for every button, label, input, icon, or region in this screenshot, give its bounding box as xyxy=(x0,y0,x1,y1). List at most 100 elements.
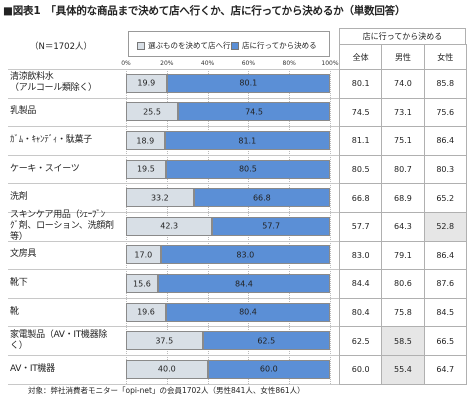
legend-label-decide-first: 選ぶものを決めて店へ行く xyxy=(148,41,238,50)
category-label-line: AV・IT機器 xyxy=(10,363,55,374)
table-column-header: 女性 xyxy=(423,44,467,70)
table-cell: 75.1 xyxy=(381,126,425,156)
row-divider xyxy=(8,269,466,271)
chart-title: ■図表1 「具体的な商品まで決めて店へ行くか、店に行ってから決めるか（単数回答） xyxy=(3,5,406,17)
table-cell: 64.3 xyxy=(381,212,425,242)
table-cell: 74.0 xyxy=(381,69,425,99)
category-label-line: ｶﾞﾑ・ｷｬﾝﾃﾞｨ・駄菓子 xyxy=(10,134,92,145)
table-cell: 84.4 xyxy=(339,269,383,299)
category-label-line: ｸﾞ剤、ローション、洗顔剤等） xyxy=(10,220,114,242)
bar-value-label: 15.6 xyxy=(133,279,151,288)
x-tick-label: 20% xyxy=(160,60,174,67)
category-label-line: スキンケア用品（ｼｪｰﾌﾞﾝ xyxy=(10,209,105,220)
category-label-line: 文房具 xyxy=(10,249,37,260)
table-cell: 81.1 xyxy=(339,126,383,156)
category-label: ｶﾞﾑ・ｷｬﾝﾃﾞｨ・駄菓子 xyxy=(10,126,122,155)
bar-value-label: 74.5 xyxy=(245,107,263,117)
legend-label-decide-in-store: 店に行ってから決める xyxy=(242,41,317,50)
bar-decide-first xyxy=(126,331,203,351)
bar-decide-in-store xyxy=(165,159,330,179)
category-label-line: 靴 xyxy=(10,306,19,317)
category-label: 靴 xyxy=(10,298,122,327)
bar-value-label: 84.4 xyxy=(235,279,253,288)
table-cell: 80.6 xyxy=(381,269,425,299)
bar-decide-first xyxy=(126,188,194,208)
bar-decide-first xyxy=(126,245,161,265)
table-cell: 52.8 xyxy=(423,212,467,242)
category-label: 清涼飲料水 （アルコール類除く） xyxy=(10,69,122,98)
category-label-line: 靴下 xyxy=(10,277,28,288)
bar-decide-first xyxy=(126,102,179,122)
table-cell: 75.8 xyxy=(381,297,425,328)
category-label-line: 洗剤 xyxy=(10,192,28,203)
legend: 選ぶものを決めて店へ行く 店に行ってから決める xyxy=(128,31,330,57)
table-group-header: 店に行ってから決める xyxy=(339,28,466,45)
table-cell: 66.8 xyxy=(339,183,383,213)
bar-decide-in-store xyxy=(164,131,330,150)
legend-swatch-decide-in-store xyxy=(231,41,239,50)
table-column-header: 男性 xyxy=(381,44,425,70)
table-cell: 84.5 xyxy=(423,297,467,328)
bar-value-label: 19.5 xyxy=(136,164,155,174)
gridline xyxy=(330,69,331,384)
category-label: 家電製品（AV・IT機器除 く） xyxy=(10,326,122,355)
x-tick-label: 0% xyxy=(121,60,131,67)
bar-value-label: 19.9 xyxy=(137,78,156,88)
category-label-line: 家電製品（AV・IT機器除 xyxy=(10,329,107,340)
legend-item-decide-in-store: 店に行ってから決める xyxy=(231,40,317,51)
table-cell: 86.4 xyxy=(423,240,467,271)
table-cell: 68.9 xyxy=(381,183,425,213)
bar-value-label: 66.8 xyxy=(252,193,271,203)
bar-value-label: 18.9 xyxy=(136,136,155,145)
table-cell: 80.3 xyxy=(423,154,467,185)
bar-decide-first xyxy=(126,159,166,179)
bar-value-label: 62.5 xyxy=(257,336,276,346)
category-label: AV・IT機器 xyxy=(10,355,122,384)
row-divider xyxy=(8,297,466,299)
sample-size-label: （N＝1702人） xyxy=(30,42,92,52)
table-cell: 58.5 xyxy=(381,326,425,356)
bar-value-label: 37.5 xyxy=(155,336,174,346)
table-cell: 80.7 xyxy=(381,154,425,185)
bar-decide-first xyxy=(126,302,166,322)
bar-value-label: 42.3 xyxy=(160,221,179,231)
bar-decide-first xyxy=(126,359,208,379)
row-divider xyxy=(8,97,466,99)
table-cell: 79.1 xyxy=(381,240,425,271)
bar-value-label: 83.0 xyxy=(236,250,255,260)
bar-value-label: 25.5 xyxy=(143,107,161,117)
bar-decide-in-store xyxy=(212,216,330,236)
x-tick-label: 40% xyxy=(200,60,215,67)
table-cell: 80.5 xyxy=(339,154,383,185)
table-cell: 83.0 xyxy=(339,240,383,271)
table-cell: 65.2 xyxy=(423,183,467,213)
legend-item-decide-first: 選ぶものを決めて店へ行く xyxy=(137,40,238,51)
bar-decide-first xyxy=(126,274,158,293)
category-label-line: ケーキ・スイーツ xyxy=(10,163,80,174)
bar-value-label: 19.6 xyxy=(137,307,155,317)
bar-decide-in-store xyxy=(202,331,330,351)
x-tick-label: 60% xyxy=(241,60,256,67)
table-cell: 66.5 xyxy=(423,326,467,356)
bar-decide-first xyxy=(126,131,165,150)
bar-decide-in-store xyxy=(166,73,330,93)
row-divider xyxy=(8,212,466,213)
category-label: 靴下 xyxy=(10,269,122,298)
bar-decide-in-store xyxy=(207,359,330,379)
table-cell: 80.1 xyxy=(339,69,383,99)
bar-decide-in-store xyxy=(160,245,330,265)
bar-value-label: 80.5 xyxy=(238,164,257,174)
bar-decide-in-store xyxy=(193,188,330,208)
category-label-line: （アルコール類除く） xyxy=(10,83,97,94)
row-divider xyxy=(8,126,466,128)
bar-decide-first xyxy=(126,73,167,93)
category-label-line: 乳製品 xyxy=(10,106,37,117)
bar-value-label: 33.2 xyxy=(150,193,169,203)
bar-value-label: 40.0 xyxy=(157,364,176,374)
bar-value-label: 81.1 xyxy=(238,136,257,145)
bar-value-label: 80.4 xyxy=(239,307,257,317)
table-cell: 74.5 xyxy=(339,97,383,128)
row-divider xyxy=(8,355,466,356)
row-divider xyxy=(8,69,466,70)
category-label: 文房具 xyxy=(10,241,122,270)
